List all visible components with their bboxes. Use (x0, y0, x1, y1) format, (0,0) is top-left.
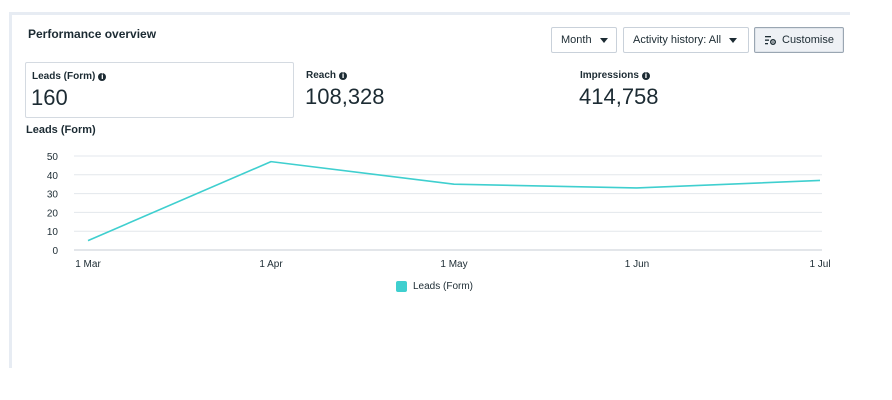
line-chart: 0 10 20 30 40 50 1 Mar 1 Apr 1 May 1 Jun 1 Jul (47, 152, 831, 270)
metric-label-wrap: Reach i (306, 70, 348, 81)
panel-title: Performance overview (28, 27, 157, 41)
caret-down-icon (599, 37, 608, 43)
y-tick-label: 0 (52, 246, 58, 257)
customise-label: Customise (782, 34, 834, 46)
customise-button[interactable]: Customise (754, 27, 844, 53)
x-tick-label: 1 Mar (75, 259, 101, 270)
info-icon[interactable]: i (339, 71, 348, 80)
performance-panel: Performance overview Month Activity hist… (9, 12, 850, 368)
metric-value: 108,328 (305, 84, 385, 109)
activity-history-dropdown[interactable]: Activity history: All (623, 27, 749, 53)
metric-card-leads[interactable]: Leads (Form) i 160 (25, 62, 294, 118)
x-tick-label: 1 Jul (809, 259, 830, 270)
x-tick-label: 1 Jun (625, 259, 649, 270)
metric-card-reach[interactable]: Reach i 108,328 (300, 62, 560, 118)
activity-history-label: Activity history: All (633, 34, 722, 46)
caret-down-icon (729, 37, 738, 43)
y-tick-label: 40 (47, 171, 59, 182)
metric-label-wrap: Leads (Form) i (32, 71, 107, 82)
metric-card-impressions[interactable]: Impressions i 414,758 (574, 62, 834, 118)
x-tick-label: 1 Apr (259, 259, 283, 270)
metric-label: Impressions (580, 70, 639, 81)
x-tick-label: 1 May (440, 259, 467, 270)
info-icon[interactable]: i (641, 71, 650, 80)
info-icon[interactable]: i (98, 72, 107, 81)
y-tick-label: 10 (47, 227, 59, 238)
sliders-gear-icon (765, 36, 776, 45)
metric-label: Reach (306, 70, 337, 81)
metric-value: 414,758 (579, 84, 659, 109)
y-tick-label: 30 (47, 190, 59, 201)
month-dropdown-label: Month (561, 34, 592, 46)
legend-swatch (396, 281, 407, 292)
chart-legend[interactable]: Leads (Form) (396, 281, 473, 292)
y-tick-label: 50 (47, 152, 59, 163)
chart-title: Leads (Form) (26, 124, 96, 136)
metric-label-wrap: Impressions i (580, 70, 650, 81)
month-dropdown[interactable]: Month (551, 27, 617, 53)
metric-value: 160 (31, 85, 68, 110)
metric-label: Leads (Form) (32, 71, 96, 82)
legend-label: Leads (Form) (413, 281, 474, 292)
series-line (87, 160, 821, 242)
y-tick-label: 20 (47, 208, 59, 219)
